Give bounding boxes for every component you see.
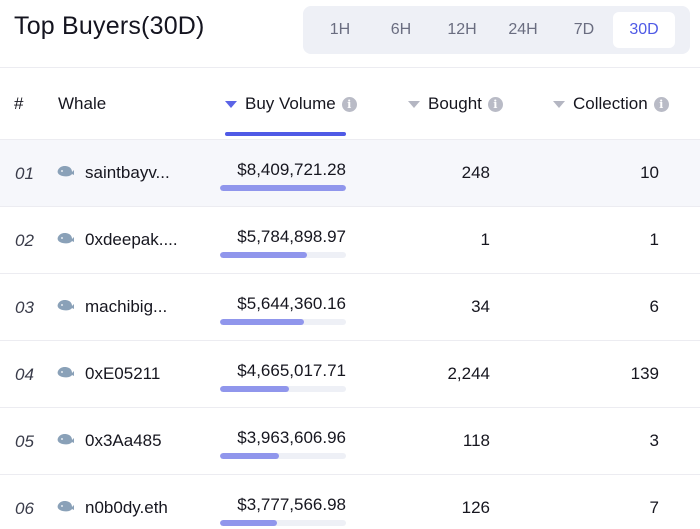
volume-bar bbox=[220, 319, 346, 325]
whale-name-link[interactable]: n0b0dy.eth bbox=[85, 498, 168, 517]
sort-desc-icon bbox=[225, 100, 237, 108]
timeframe-selector: 1H 6H 12H 24H 7D 30D bbox=[303, 6, 690, 54]
buy-volume-value: $5,644,360.16 bbox=[237, 294, 346, 313]
column-rank: # bbox=[14, 94, 23, 114]
bought-value: 1 bbox=[480, 230, 490, 249]
volume-bar bbox=[220, 453, 346, 459]
rank-cell: 05 bbox=[15, 432, 34, 451]
bought-value: 2,244 bbox=[447, 364, 490, 383]
tab-7d[interactable]: 7D bbox=[573, 21, 595, 38]
table-row[interactable]: 01 saintbayv... $8,409,721.28 248 10 bbox=[0, 139, 700, 206]
sort-desc-icon bbox=[553, 100, 565, 108]
volume-bar-fill bbox=[220, 520, 277, 526]
column-collection-label: Collection bbox=[573, 94, 648, 113]
bought-value: 126 bbox=[461, 498, 490, 517]
tab-6h[interactable]: 6H bbox=[390, 21, 412, 38]
tab-24h[interactable]: 24H bbox=[508, 21, 538, 38]
collection-value: 7 bbox=[649, 498, 659, 517]
volume-bar bbox=[220, 520, 346, 526]
whale-icon bbox=[57, 367, 74, 378]
volume-bar-fill bbox=[220, 453, 280, 459]
column-buy-volume[interactable]: Buy Volume i bbox=[225, 94, 357, 114]
volume-bar-fill bbox=[220, 386, 290, 392]
collection-value: 10 bbox=[640, 163, 659, 182]
bought-value: 118 bbox=[462, 431, 490, 450]
whale-icon bbox=[57, 166, 74, 177]
whale-name-link[interactable]: 0xdeepak.... bbox=[85, 230, 178, 249]
whale-icon bbox=[57, 434, 74, 445]
column-collection[interactable]: Collection i bbox=[553, 94, 669, 114]
buy-volume-value: $3,777,566.98 bbox=[237, 495, 346, 514]
rank-cell: 03 bbox=[15, 298, 34, 317]
rank-cell: 02 bbox=[15, 231, 34, 250]
table-row[interactable]: 03 machibig... $5,644,360.16 34 6 bbox=[0, 273, 700, 340]
column-whale: Whale bbox=[58, 94, 106, 114]
whale-name-link[interactable]: machibig... bbox=[85, 297, 168, 316]
volume-bar bbox=[220, 185, 346, 191]
volume-bar-fill bbox=[220, 252, 307, 258]
whale-icon bbox=[57, 300, 74, 311]
table-row[interactable]: 06 n0b0dy.eth $3,777,566.98 126 7 bbox=[0, 474, 700, 529]
buy-volume-value: $3,963,606.96 bbox=[237, 428, 346, 447]
collection-value: 1 bbox=[649, 230, 659, 249]
rank-cell: 06 bbox=[15, 499, 34, 518]
table-row[interactable]: 02 0xdeepak.... $5,784,898.97 1 1 bbox=[0, 206, 700, 273]
whale-name-link[interactable]: 0x3Aa485 bbox=[85, 431, 162, 450]
active-sort-underline bbox=[225, 132, 346, 136]
volume-bar bbox=[220, 386, 346, 392]
tab-1h[interactable]: 1H bbox=[329, 21, 351, 38]
buy-volume-value: $8,409,721.28 bbox=[237, 160, 346, 179]
bought-value: 34 bbox=[471, 297, 490, 316]
sort-desc-icon bbox=[408, 100, 420, 108]
bought-value: 248 bbox=[461, 163, 490, 182]
info-icon[interactable]: i bbox=[487, 96, 503, 112]
volume-bar-fill bbox=[220, 319, 305, 325]
volume-bar bbox=[220, 252, 346, 258]
tab-12h[interactable]: 12H bbox=[447, 21, 477, 38]
whale-icon bbox=[57, 233, 74, 244]
table-row[interactable]: 05 0x3Aa485 $3,963,606.96 118 3 bbox=[0, 407, 700, 474]
collection-value: 3 bbox=[649, 431, 659, 450]
whale-icon bbox=[57, 501, 74, 512]
buy-volume-value: $4,665,017.71 bbox=[237, 361, 346, 380]
info-icon[interactable]: i bbox=[653, 96, 669, 112]
whale-name-link[interactable]: 0xE05211 bbox=[85, 364, 161, 383]
whale-name-link[interactable]: saintbayv... bbox=[85, 163, 170, 182]
buy-volume-value: $5,784,898.97 bbox=[237, 227, 346, 246]
tab-30d[interactable]: 30D bbox=[613, 12, 675, 48]
table-row[interactable]: 04 0xE05211 $4,665,017.71 2,244 139 bbox=[0, 340, 700, 407]
header-divider bbox=[0, 67, 700, 68]
rank-cell: 01 bbox=[15, 164, 34, 183]
panel-title: Top Buyers(30D) bbox=[14, 12, 205, 40]
collection-value: 139 bbox=[630, 364, 659, 383]
column-rank-label: # bbox=[14, 94, 24, 113]
collection-value: 6 bbox=[649, 297, 659, 316]
column-bought-label: Bought bbox=[428, 94, 482, 113]
column-whale-label: Whale bbox=[58, 94, 107, 113]
column-buy-volume-label: Buy Volume bbox=[245, 94, 336, 113]
column-bought[interactable]: Bought i bbox=[408, 94, 503, 114]
rank-cell: 04 bbox=[15, 365, 34, 384]
info-icon[interactable]: i bbox=[341, 96, 357, 112]
volume-bar-fill bbox=[220, 185, 346, 191]
